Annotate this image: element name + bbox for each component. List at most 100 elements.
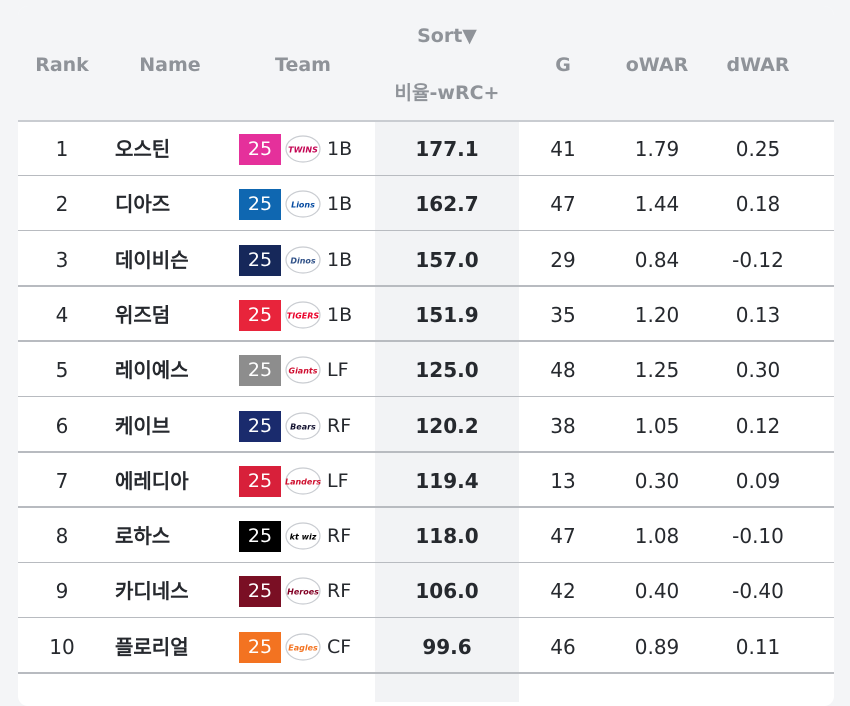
team-logo-text: Bears: [290, 422, 316, 431]
player-name[interactable]: 로하스: [115, 524, 171, 549]
row-divider: [18, 340, 834, 342]
season-badge: 25: [239, 134, 281, 165]
team-logo-text: Dinos: [290, 256, 316, 265]
row-divider: [18, 395, 834, 398]
header-divider: [18, 120, 834, 122]
row-divider: [18, 451, 834, 453]
owar-cell: 1.08: [634, 524, 680, 549]
team-logo-text: TWINS: [288, 146, 318, 155]
dwar-cell: 0.13: [735, 302, 781, 327]
position-cell: 1B: [327, 248, 353, 271]
player-name[interactable]: 에레디아: [115, 468, 189, 493]
team-logo-text: kt wiz: [290, 533, 317, 542]
table-row[interactable]: 10 플로리얼 25 Eagles CF 99.6 46 0.89 0.11: [18, 620, 834, 674]
wrc-plus-cell: 162.7: [415, 192, 479, 217]
season-badge: 25: [239, 576, 281, 608]
position-cell: RF: [327, 525, 352, 548]
dwar-cell: 0.25: [735, 137, 781, 161]
position-cell: RF: [327, 580, 352, 603]
team-logo-text: Heroes: [287, 588, 319, 597]
season-badge: 25: [239, 355, 281, 387]
team-logo-icon: TIGERS: [285, 301, 321, 329]
position-cell: LF: [327, 469, 349, 492]
season-badge: 25: [239, 631, 281, 663]
wrc-plus-cell: 125.0: [415, 358, 479, 383]
rank-cell: 3: [55, 247, 69, 272]
table-header: Rank Name Team Sort▼ 비율-wRC+ G oWAR dWAR: [18, 6, 834, 120]
position-cell: CF: [327, 635, 352, 658]
wrc-plus-cell: 177.1: [415, 137, 479, 161]
dwar-cell: 0.12: [735, 413, 781, 438]
dwar-cell: -0.12: [732, 247, 784, 272]
header-wrc-plus[interactable]: 비율-wRC+: [394, 82, 500, 104]
wrc-plus-cell: 106.0: [415, 579, 479, 604]
table-row[interactable]: 6 케이브 25 Bears RF 120.2 38 1.05 0.12: [18, 399, 834, 453]
position-cell: 1B: [327, 138, 353, 160]
owar-cell: 1.79: [634, 137, 680, 161]
player-name[interactable]: 플로리얼: [115, 634, 189, 659]
table-row[interactable]: 1 오스틴 25 TWINS 1B 177.1 41 1.79 0.25: [18, 122, 834, 176]
team-logo-text: Giants: [289, 367, 318, 376]
owar-cell: 0.40: [634, 579, 680, 604]
table-row[interactable]: 9 카디네스 25 Heroes RF 106.0 42 0.40 -0.40: [18, 564, 834, 619]
header-name[interactable]: Name: [139, 54, 201, 76]
table-row[interactable]: 8 로하스 25 kt wiz RF 118.0 47 1.08 -0.10: [18, 509, 834, 564]
header-games[interactable]: G: [555, 54, 571, 76]
rank-cell: 8: [55, 524, 69, 549]
rank-cell: 9: [55, 579, 69, 604]
player-name[interactable]: 위즈덤: [115, 302, 171, 327]
wrc-plus-cell: 118.0: [415, 524, 479, 549]
player-name[interactable]: 케이브: [115, 413, 171, 438]
owar-cell: 1.44: [634, 192, 680, 217]
dwar-cell: -0.10: [732, 524, 784, 549]
games-cell: 13: [550, 468, 576, 493]
table-row[interactable]: 2 디아즈 25 Lions 1B 162.7 47 1.44 0.18: [18, 177, 834, 232]
position-cell: RF: [327, 414, 352, 437]
row-divider: [18, 285, 834, 287]
table-row[interactable]: 7 에레디아 25 Landers LF 119.4 13 0.30 0.09: [18, 454, 834, 508]
player-name[interactable]: 카디네스: [115, 579, 189, 604]
team-logo-text: Eagles: [288, 643, 318, 652]
row-divider: [18, 672, 834, 674]
position-cell: 1B: [327, 193, 353, 216]
team-logo-text: Lions: [291, 201, 315, 210]
player-name[interactable]: 레이예스: [115, 358, 189, 383]
row-divider: [18, 174, 834, 176]
games-cell: 46: [550, 634, 576, 659]
team-logo-icon: Giants: [285, 356, 321, 384]
rank-cell: 10: [49, 634, 75, 659]
games-cell: 42: [550, 579, 576, 604]
season-badge: 25: [239, 465, 281, 497]
header-dwar[interactable]: dWAR: [726, 54, 790, 76]
games-cell: 48: [550, 358, 576, 383]
season-badge: 25: [239, 299, 281, 331]
dwar-cell: -0.40: [732, 579, 784, 604]
player-name[interactable]: 오스틴: [115, 137, 171, 161]
row-divider: [18, 561, 834, 564]
team-logo-icon: Eagles: [285, 633, 321, 661]
owar-cell: 0.30: [634, 468, 680, 493]
rank-cell: 4: [55, 302, 69, 327]
player-name[interactable]: 데이비슨: [115, 247, 189, 272]
rank-cell: 5: [55, 358, 69, 383]
team-logo-icon: Dinos: [285, 245, 321, 274]
header-rank[interactable]: Rank: [35, 54, 89, 76]
table-row[interactable]: 5 레이예스 25 Giants LF 125.0 48 1.25 0.30: [18, 343, 834, 398]
table-row[interactable]: 3 데이비슨 25 Dinos 1B 157.0 29 0.84 -0.12: [18, 233, 834, 287]
header-owar[interactable]: oWAR: [625, 54, 689, 76]
season-badge: 25: [239, 244, 281, 276]
dwar-cell: 0.30: [735, 358, 781, 383]
rank-cell: 6: [55, 413, 69, 438]
wrc-plus-cell: 151.9: [415, 302, 479, 327]
sorted-column-highlight: [375, 122, 519, 702]
sort-button[interactable]: Sort▼: [417, 25, 477, 47]
team-logo-icon: kt wiz: [285, 522, 321, 550]
table-row[interactable]: 4 위즈덤 25 TIGERS 1B 151.9 35 1.20 0.13: [18, 288, 834, 342]
dwar-cell: 0.09: [735, 468, 781, 493]
rank-cell: 7: [55, 468, 69, 493]
player-name[interactable]: 디아즈: [115, 192, 171, 217]
row-divider: [18, 506, 834, 508]
season-badge: 25: [239, 410, 281, 442]
header-team[interactable]: Team: [275, 54, 331, 76]
wrc-plus-cell: 120.2: [415, 413, 479, 438]
